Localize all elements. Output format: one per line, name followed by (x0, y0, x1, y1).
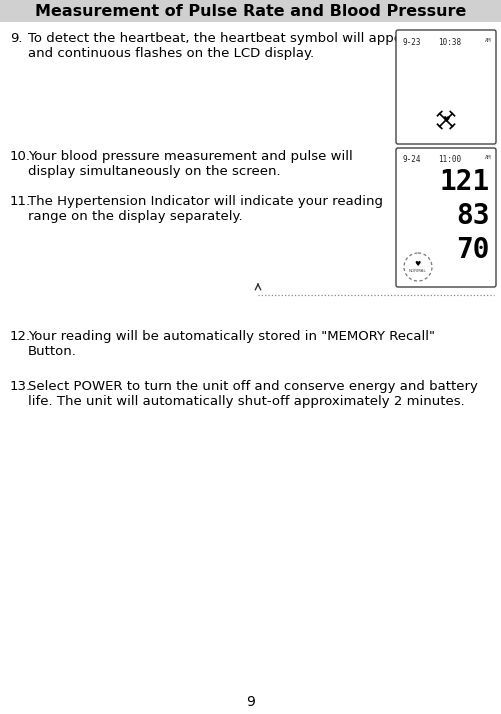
Text: ♥: ♥ (441, 116, 449, 124)
Text: To detect the heartbeat, the heartbeat symbol will appear
and continuous flashes: To detect the heartbeat, the heartbeat s… (28, 32, 415, 60)
Text: 10:38: 10:38 (437, 38, 460, 47)
FancyBboxPatch shape (395, 148, 495, 287)
Text: 13.: 13. (10, 380, 31, 393)
Text: 9.: 9. (10, 32, 23, 45)
Text: 121: 121 (439, 168, 489, 196)
Text: Measurement of Pulse Rate and Blood Pressure: Measurement of Pulse Rate and Blood Pres… (35, 4, 466, 19)
Text: Select POWER to turn the unit off and conserve energy and battery
life. The unit: Select POWER to turn the unit off and co… (28, 380, 477, 408)
Text: ♥: ♥ (414, 261, 420, 267)
Text: 11:00: 11:00 (437, 155, 460, 164)
Text: 12.: 12. (10, 330, 31, 343)
Text: 11.: 11. (10, 195, 31, 208)
Text: AM: AM (483, 155, 490, 160)
Text: 70: 70 (455, 236, 489, 264)
Text: NORMAL: NORMAL (408, 269, 426, 273)
Text: The Hypertension Indicator will indicate your reading
range on the display separ: The Hypertension Indicator will indicate… (28, 195, 382, 223)
Text: Your reading will be automatically stored in "MEMORY Recall"
Button.: Your reading will be automatically store… (28, 330, 434, 358)
Text: 83: 83 (455, 202, 489, 230)
Text: 10.: 10. (10, 150, 31, 163)
Text: 9-23: 9-23 (402, 38, 421, 47)
Text: AM: AM (483, 38, 490, 43)
Text: Your blood pressure measurement and pulse will
display simultaneously on the scr: Your blood pressure measurement and puls… (28, 150, 352, 178)
Text: 9: 9 (246, 695, 255, 709)
FancyBboxPatch shape (0, 0, 501, 22)
FancyBboxPatch shape (395, 30, 495, 144)
Text: 9-24: 9-24 (402, 155, 421, 164)
